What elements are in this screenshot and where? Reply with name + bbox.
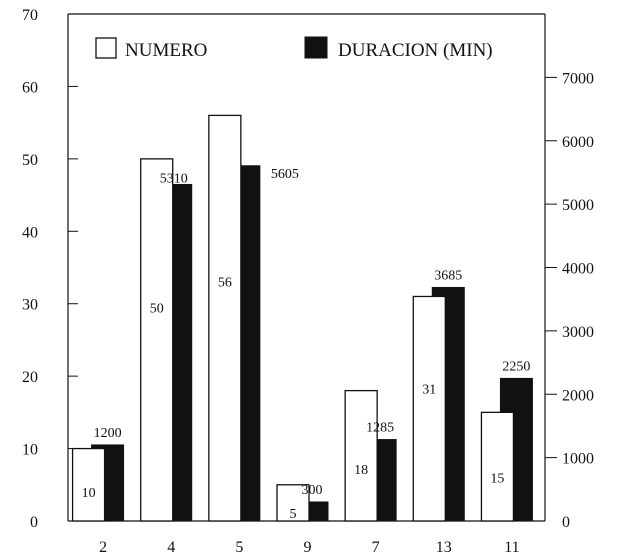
bar-duracion-label: 1200 (94, 426, 122, 441)
y-left-tick-label: 0 (30, 514, 38, 531)
y-right-tick-label: 0 (562, 514, 570, 531)
y-left-tick-label: 30 (22, 297, 38, 314)
bar-numero-label: 15 (490, 472, 504, 487)
y-right-tick-label: 4000 (562, 261, 594, 278)
legend-swatch-numero (95, 37, 117, 59)
y-left-tick-label: 40 (22, 224, 38, 241)
y-left-tick-label: 50 (22, 152, 38, 169)
x-tick-label: 13 (436, 539, 452, 555)
y-right-tick-label: 2000 (562, 387, 594, 404)
bar-numero-label: 5 (290, 507, 297, 522)
bar-numero (344, 389, 378, 522)
bar-numero-label: 31 (422, 383, 436, 398)
bar-duracion-label: 300 (302, 483, 323, 498)
bar-numero (140, 158, 174, 522)
y-right-tick-label: 3000 (562, 324, 594, 341)
y-left-tick-label: 60 (22, 79, 38, 96)
legend-label-numero: NUMERO (125, 40, 207, 61)
x-tick-label: 7 (372, 539, 380, 555)
y-right-tick-label: 1000 (562, 451, 594, 468)
chart-legend: NUMERO DURACION (MIN) (95, 36, 493, 61)
bar-numero-label: 18 (354, 463, 368, 478)
chart-axes: 0 10 20 30 40 50 60 70 0 1000 2000 3000 4000 5000 6000… (22, 7, 594, 555)
legend-label-duracion: DURACION (MIN) (338, 40, 493, 61)
x-tick-label: 2 (99, 539, 107, 555)
bar-numero-label: 10 (82, 486, 96, 501)
x-tick-label: 4 (167, 539, 175, 555)
y-right-tick-label: 6000 (562, 134, 594, 151)
y-left-tick-label: 70 (22, 7, 38, 24)
y-left-tick-label: 10 (22, 442, 38, 459)
bar-duracion-label: 5605 (271, 167, 299, 182)
x-tick-label: 5 (235, 539, 243, 555)
bar-numero-label: 56 (218, 276, 232, 291)
bar-duracion-label: 3685 (434, 268, 462, 283)
y-right-tick-label: 7000 (562, 70, 594, 87)
legend-swatch-duracion (304, 36, 328, 59)
bar-numero (480, 411, 515, 522)
bar-duracion-label: 5310 (160, 171, 188, 186)
bar-numero (412, 295, 446, 522)
bar-duracion-label: 2250 (502, 359, 530, 374)
x-tick-label: 11 (504, 539, 519, 555)
y-right-tick-label: 5000 (562, 197, 594, 214)
bar-numero-label: 50 (150, 301, 164, 316)
x-tick-label: 9 (304, 539, 312, 555)
chart-bars: 10 1200 50 5310 56 5605 5 300 18 1285 31 3685 15 2250 (71, 114, 533, 522)
bar-numero (276, 484, 310, 522)
bar-numero (208, 114, 242, 522)
y-left-tick-label: 20 (22, 369, 38, 386)
bar-duracion-label: 1285 (366, 421, 394, 436)
bar-numero (71, 447, 106, 522)
